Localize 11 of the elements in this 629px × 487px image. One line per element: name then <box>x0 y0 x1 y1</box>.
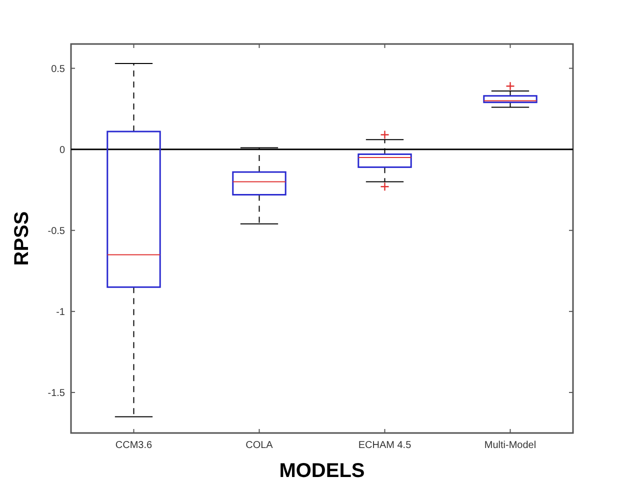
y-axis-title: RPSS <box>11 211 33 266</box>
y-tick-label: 0 <box>59 144 66 156</box>
y-tick-label: 0.5 <box>51 64 66 75</box>
y-tick-label: -1.5 <box>48 388 66 399</box>
x-tick-label: COLA <box>246 440 274 451</box>
x-tick-label: CCM3.6 <box>115 440 153 451</box>
x-tick-label: Multi-Model <box>484 440 536 451</box>
y-tick-label: -1 <box>56 306 66 318</box>
y-tick-label: -0.5 <box>48 226 66 237</box>
x-tick-label: ECHAM 4.5 <box>358 440 412 451</box>
x-axis-title: MODELS <box>279 460 365 482</box>
